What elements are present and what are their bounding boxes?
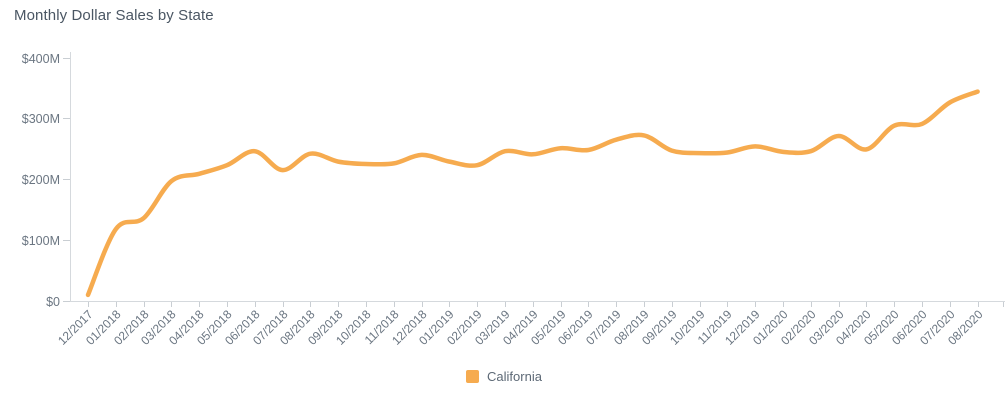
series-line-california[interactable]	[85, 89, 980, 298]
legend-swatch-california-icon	[466, 370, 480, 383]
chart-title: Monthly Dollar Sales by State	[14, 7, 214, 24]
legend: California	[0, 369, 1008, 384]
y-axis-label: $100M	[22, 234, 60, 248]
legend-label-california: California	[487, 369, 542, 384]
line-chart-canvas[interactable]: $0$100M$200M$300M$400M12/201701/201802/2…	[0, 0, 1008, 358]
y-axis-label: $0	[46, 295, 60, 309]
y-axis-label: $300M	[22, 112, 60, 126]
legend-item-california[interactable]: California	[466, 369, 542, 384]
y-axis-label: $400M	[22, 52, 60, 66]
y-axis-label: $200M	[22, 173, 60, 187]
